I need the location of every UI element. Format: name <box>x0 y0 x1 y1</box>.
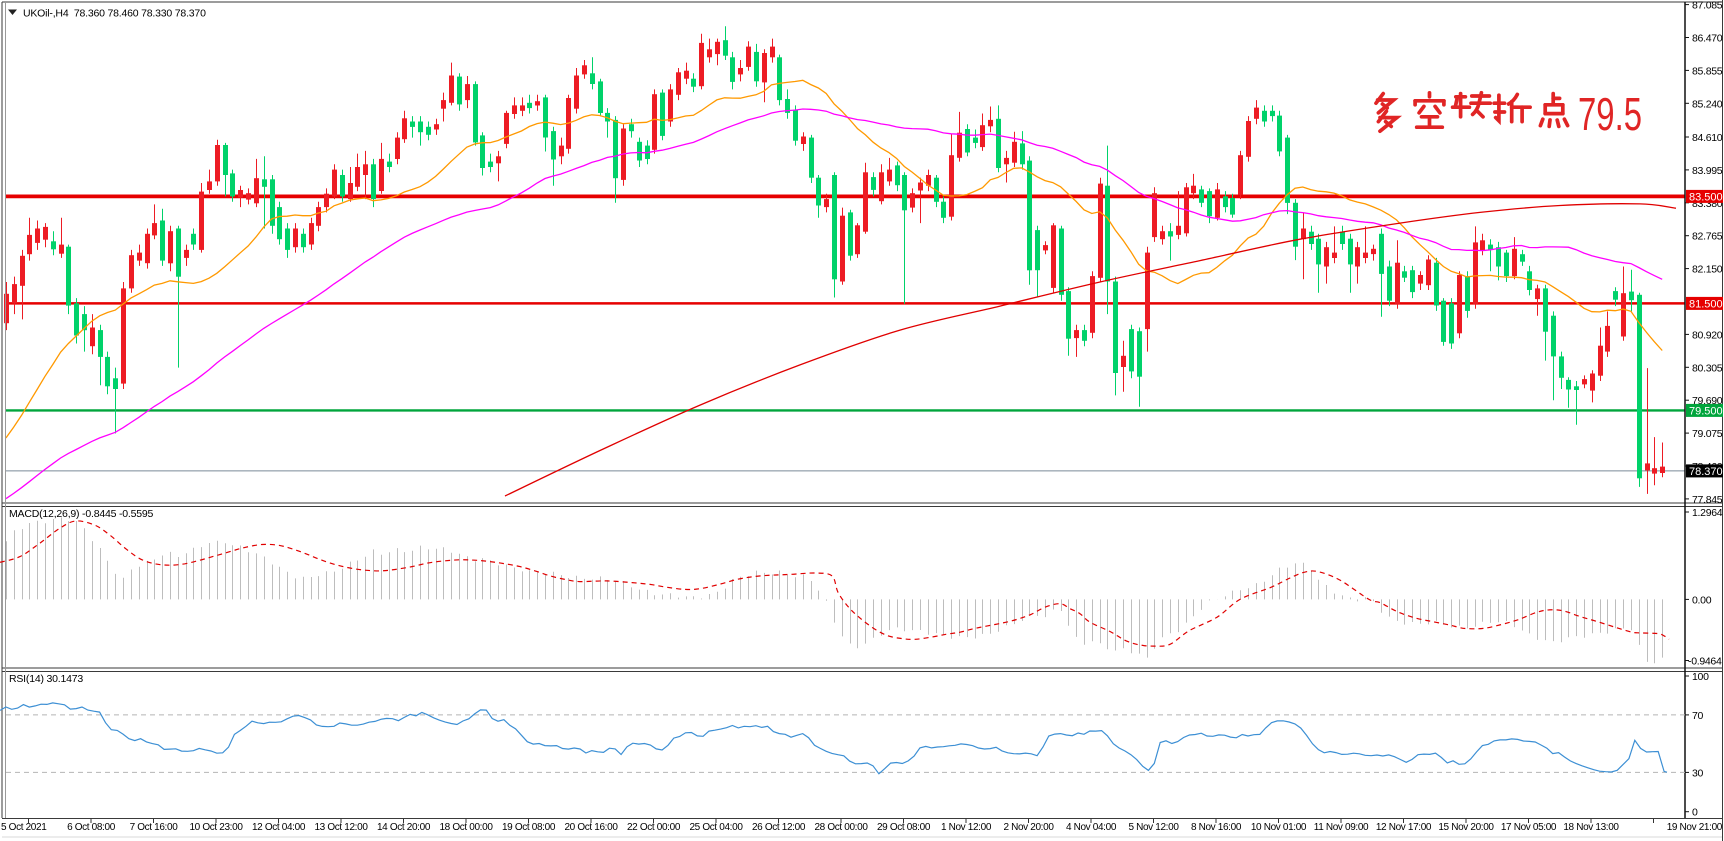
svg-text:13 Oct 12:00: 13 Oct 12:00 <box>314 822 368 833</box>
svg-text:-0.9464: -0.9464 <box>1688 656 1722 668</box>
svg-text:79.500: 79.500 <box>1689 405 1723 417</box>
svg-text:26 Oct 12:00: 26 Oct 12:00 <box>752 822 806 833</box>
svg-text:85.240: 85.240 <box>1692 98 1723 110</box>
svg-text:84.610: 84.610 <box>1692 132 1723 144</box>
svg-text:85.855: 85.855 <box>1692 65 1723 77</box>
svg-text:79.5: 79.5 <box>1578 88 1642 140</box>
svg-text:0: 0 <box>1692 807 1698 819</box>
svg-text:82.150: 82.150 <box>1692 264 1723 276</box>
svg-text:78.370: 78.370 <box>1689 466 1723 478</box>
svg-text:77.845: 77.845 <box>1692 494 1723 506</box>
svg-text:28 Oct 00:00: 28 Oct 00:00 <box>814 822 868 833</box>
svg-text:87.085: 87.085 <box>1692 0 1723 12</box>
svg-text:81.500: 81.500 <box>1689 298 1723 310</box>
svg-text:1.2964: 1.2964 <box>1692 507 1723 519</box>
svg-text:22 Oct 00:00: 22 Oct 00:00 <box>627 822 681 833</box>
svg-text:10 Nov 01:00: 10 Nov 01:00 <box>1251 822 1307 833</box>
svg-text:5 Oct 2021: 5 Oct 2021 <box>1 822 47 833</box>
svg-text:11 Nov 09:00: 11 Nov 09:00 <box>1314 822 1369 833</box>
svg-text:30: 30 <box>1692 767 1704 779</box>
svg-text:18 Nov 13:00: 18 Nov 13:00 <box>1563 822 1619 833</box>
svg-text:83.500: 83.500 <box>1689 191 1723 203</box>
svg-text:7 Oct 16:00: 7 Oct 16:00 <box>130 822 179 833</box>
svg-text:100: 100 <box>1692 671 1709 683</box>
svg-text:UKOil-,H4 78.360 78.460 78.33: UKOil-,H4 78.360 78.460 78.330 78.370 <box>23 8 206 20</box>
svg-text:12 Oct 04:00: 12 Oct 04:00 <box>252 822 306 833</box>
svg-text:29 Oct 08:00: 29 Oct 08:00 <box>877 822 931 833</box>
svg-text:80.920: 80.920 <box>1692 329 1723 341</box>
svg-text:12 Nov 17:00: 12 Nov 17:00 <box>1376 822 1432 833</box>
svg-text:15 Nov 20:00: 15 Nov 20:00 <box>1438 822 1494 833</box>
svg-text:MACD(12,26,9) -0.8445 -0.5595: MACD(12,26,9) -0.8445 -0.5595 <box>9 508 154 520</box>
svg-text:80.305: 80.305 <box>1692 362 1723 374</box>
svg-text:4 Nov 04:00: 4 Nov 04:00 <box>1066 822 1117 833</box>
svg-text:70: 70 <box>1692 710 1704 722</box>
svg-text:5 Nov 12:00: 5 Nov 12:00 <box>1128 822 1179 833</box>
svg-text:6 Oct 08:00: 6 Oct 08:00 <box>67 822 116 833</box>
svg-text:19 Oct 08:00: 19 Oct 08:00 <box>502 822 556 833</box>
svg-text:1 Nov 12:00: 1 Nov 12:00 <box>941 822 992 833</box>
svg-text:19 Nov 21:00: 19 Nov 21:00 <box>1667 822 1723 833</box>
svg-text:25 Oct 04:00: 25 Oct 04:00 <box>689 822 743 833</box>
svg-text:20 Oct 16:00: 20 Oct 16:00 <box>564 822 618 833</box>
svg-text:83.995: 83.995 <box>1692 165 1723 177</box>
svg-text:18 Oct 00:00: 18 Oct 00:00 <box>439 822 493 833</box>
svg-text:82.765: 82.765 <box>1692 231 1723 243</box>
svg-text:2 Nov 20:00: 2 Nov 20:00 <box>1003 822 1054 833</box>
svg-text:0.00: 0.00 <box>1692 594 1712 606</box>
svg-text:10 Oct 23:00: 10 Oct 23:00 <box>189 822 243 833</box>
svg-text:86.470: 86.470 <box>1692 33 1723 45</box>
svg-text:14 Oct 20:00: 14 Oct 20:00 <box>377 822 431 833</box>
svg-text:RSI(14) 30.1473: RSI(14) 30.1473 <box>9 673 83 685</box>
svg-text:17 Nov 05:00: 17 Nov 05:00 <box>1501 822 1557 833</box>
svg-text:8 Nov 16:00: 8 Nov 16:00 <box>1191 822 1242 833</box>
svg-text:79.075: 79.075 <box>1692 428 1723 440</box>
